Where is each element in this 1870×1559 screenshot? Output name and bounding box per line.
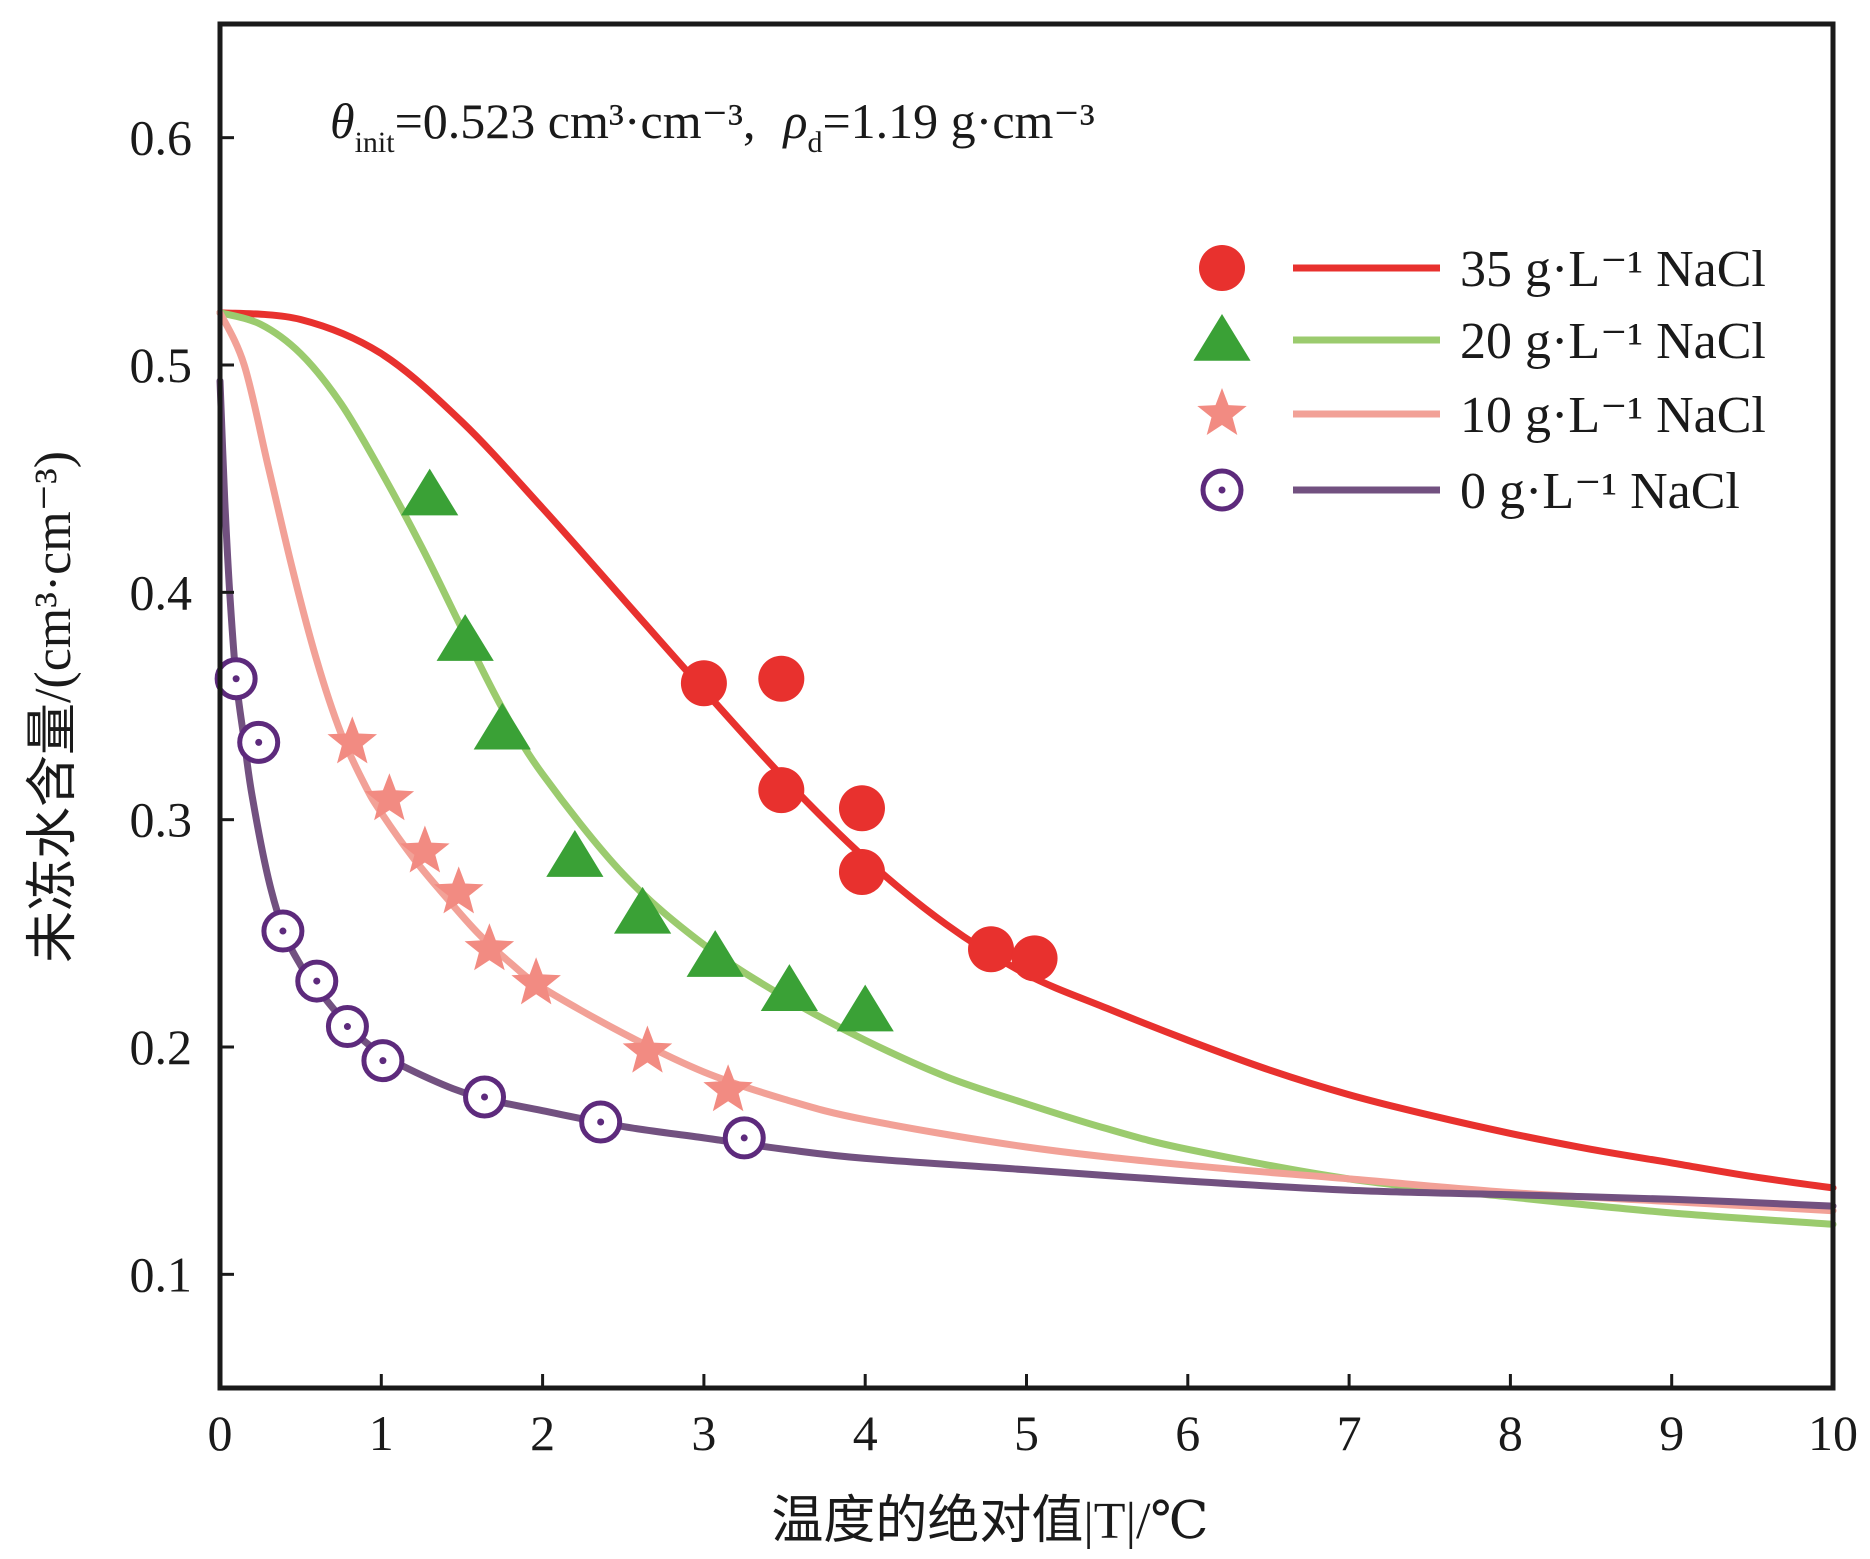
legend-label: 35 g·L⁻¹ NaCl: [1460, 241, 1766, 298]
data-point-10-g-l-nacl: [400, 825, 450, 873]
fit-curve-20-g-l-nacl: [216, 309, 1837, 1228]
legend: 35 g·L⁻¹ NaCl 20 g·L⁻¹ NaCl 10 g·L⁻¹ NaCl 0…: [1193, 241, 1766, 520]
y-tick-label: 0.3: [130, 792, 193, 848]
legend-item-35-g-l-nacl: 35 g·L⁻¹ NaCl: [1199, 241, 1766, 298]
y-tick-label: 0.5: [130, 337, 193, 393]
x-tick-label: 2: [530, 1405, 555, 1461]
rho-subscript: d: [807, 126, 822, 159]
data-point-20-g-l-nacl: [686, 930, 744, 977]
x-tick-label: 1: [369, 1405, 394, 1461]
x-tick-label: 4: [853, 1405, 878, 1461]
legend-item-0-g-l-nacl: 0 g·L⁻¹ NaCl: [1200, 463, 1740, 520]
data-point-35-g-l-nacl: [680, 660, 727, 707]
data-point-0-g-l-nacl: [237, 720, 281, 764]
fit-curve-10-g-l-nacl: [216, 309, 1837, 1215]
x-tick-label: 5: [1014, 1405, 1039, 1461]
theta-symbol: θ: [330, 93, 355, 149]
data-point-0-g-l-nacl: [325, 1005, 369, 1049]
data-point-10-g-l-nacl: [703, 1064, 753, 1112]
legend-item-10-g-l-nacl: 10 g·L⁻¹ NaCl: [1197, 387, 1766, 444]
data-point-10-g-l-nacl: [364, 773, 415, 821]
x-axis-ticks: 0 1 2 3 4 5 6 7 8 9 10: [208, 1374, 1858, 1461]
data-point-35-g-l-nacl: [838, 848, 885, 895]
data-point-20-g-l-nacl: [836, 984, 894, 1032]
legend-marker: [1199, 245, 1245, 291]
rho-symbol: ρ: [781, 93, 807, 149]
data-point-20-g-l-nacl: [546, 830, 604, 877]
legend-marker: [1197, 388, 1247, 435]
y-tick-label: 0.2: [130, 1019, 193, 1075]
data-point-10-g-l-nacl: [434, 866, 484, 914]
data-point-35-g-l-nacl: [758, 655, 805, 702]
data-point-35-g-l-nacl: [838, 785, 885, 832]
data-point-0-g-l-nacl: [214, 657, 258, 701]
plot-frame: [217, 21, 1836, 1391]
data-point-10-g-l-nacl: [464, 923, 515, 971]
rho-value: =1.19 g·cm⁻³: [822, 93, 1094, 149]
x-tick-label: 9: [1659, 1405, 1684, 1461]
x-tick-label: 0: [208, 1405, 233, 1461]
data-point-0-g-l-nacl: [295, 959, 339, 1003]
data-point-35-g-l-nacl: [1011, 935, 1058, 982]
data-point-20-g-l-nacl: [614, 886, 672, 934]
parameter-annotation: θinit=0.523 cm³·cm⁻³, ρd=1.19 g·cm⁻³: [330, 93, 1095, 159]
data-point-0-g-l-nacl: [463, 1075, 507, 1119]
x-tick-label: 7: [1337, 1405, 1362, 1461]
x-tick-label: 8: [1498, 1405, 1523, 1461]
data-point-35-g-l-nacl: [758, 767, 805, 814]
series-markers: [214, 468, 1058, 1160]
data-point-20-g-l-nacl: [473, 702, 531, 750]
data-point-10-g-l-nacl: [511, 957, 561, 1005]
data-point-0-g-l-nacl: [722, 1116, 766, 1160]
legend-item-20-g-l-nacl: 20 g·L⁻¹ NaCl: [1193, 313, 1766, 370]
y-axis-label: 未冻水含量/(cm³·cm⁻³): [25, 451, 82, 963]
x-tick-label: 3: [691, 1405, 716, 1461]
data-point-20-g-l-nacl: [760, 964, 818, 1011]
y-tick-label: 0.1: [130, 1246, 193, 1302]
series-curves: [216, 309, 1837, 1228]
data-point-20-g-l-nacl: [436, 614, 494, 661]
data-point-10-g-l-nacl: [327, 716, 377, 764]
legend-marker: [1193, 314, 1251, 361]
data-point-0-g-l-nacl: [361, 1039, 405, 1083]
x-tick-label: 10: [1808, 1405, 1858, 1461]
data-point-35-g-l-nacl: [968, 926, 1015, 973]
data-point-20-g-l-nacl: [401, 468, 459, 516]
data-point-0-g-l-nacl: [579, 1100, 623, 1144]
data-point-0-g-l-nacl: [261, 909, 305, 953]
theta-value: =0.523 cm³·cm⁻³,: [395, 93, 756, 149]
theta-subscript: init: [355, 126, 396, 159]
y-axis-ticks: 0.1 0.2 0.3 0.4 0.5 0.6: [130, 110, 234, 1302]
y-tick-label: 0.4: [130, 564, 193, 620]
x-tick-label: 6: [1175, 1405, 1200, 1461]
x-axis-label: 温度的绝对值|T|/℃: [771, 1493, 1208, 1550]
legend-label: 0 g·L⁻¹ NaCl: [1460, 463, 1740, 520]
legend-label: 10 g·L⁻¹ NaCl: [1460, 387, 1766, 444]
legend-label: 20 g·L⁻¹ NaCl: [1460, 313, 1766, 370]
data-point-10-g-l-nacl: [622, 1025, 673, 1073]
y-tick-label: 0.6: [130, 110, 193, 166]
legend-marker: [1200, 468, 1244, 512]
